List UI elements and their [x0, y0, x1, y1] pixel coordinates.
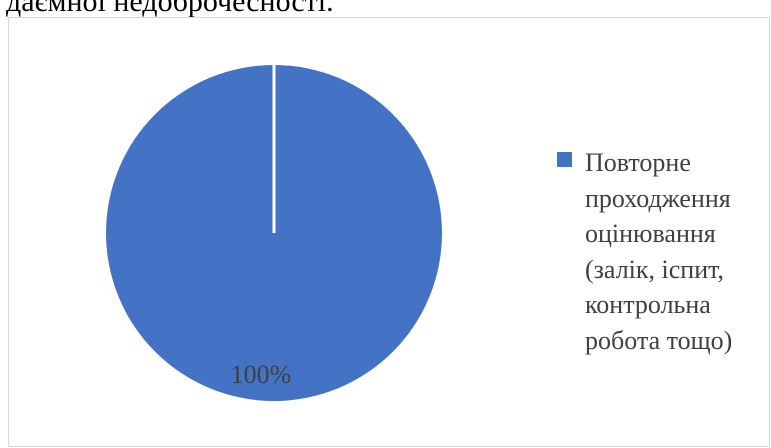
- data-label-0: 100%: [231, 360, 292, 389]
- chart-area: 100% Повторне проходження оцінювання (за…: [8, 17, 770, 447]
- legend-swatch-0: [557, 152, 572, 167]
- pie-chart: 100%: [106, 65, 442, 401]
- legend-entry-0: Повторне проходження оцінювання (залік, …: [585, 148, 733, 355]
- cropped-caption-text: даємної недоброчесності.: [6, 0, 334, 18]
